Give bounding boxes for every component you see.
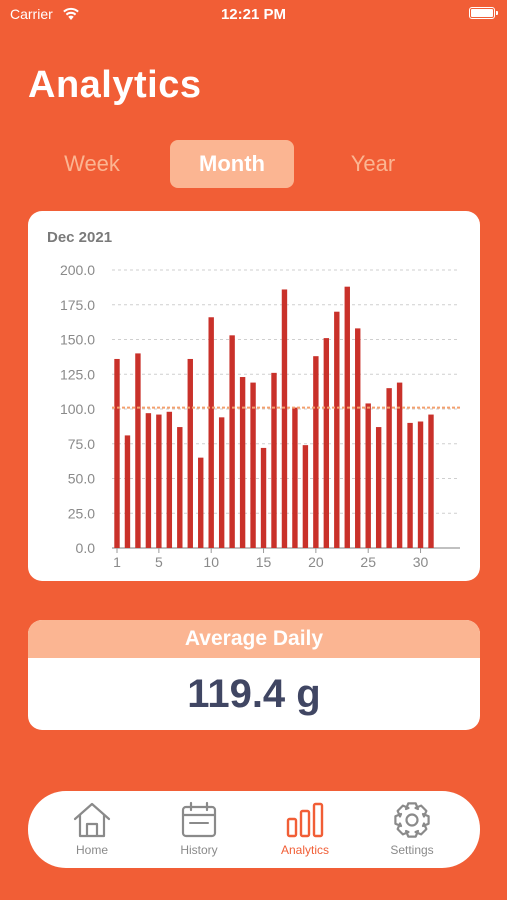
carrier-label: Carrier (10, 6, 53, 22)
x-tick-label: 25 (360, 554, 376, 570)
gear-icon (394, 802, 430, 838)
tab-analytics[interactable]: Analytics (255, 801, 355, 857)
x-tick-label: 15 (256, 554, 272, 570)
average-label: Average Daily (28, 620, 480, 658)
y-tick-label: 75.0 (68, 436, 95, 452)
wifi-icon (63, 7, 79, 20)
tab-analytics-label: Analytics (280, 843, 330, 857)
bar-day-28 (396, 382, 403, 548)
y-tick-label: 25.0 (68, 505, 95, 521)
y-tick-label: 200.0 (60, 262, 95, 278)
bar-day-8 (187, 358, 193, 548)
bar-day-2 (124, 435, 131, 548)
home-icon (73, 802, 111, 838)
y-tick-label: 125.0 (60, 366, 95, 382)
average-value: 119.4 g (187, 672, 321, 716)
y-tick-label: 0.0 (76, 540, 96, 556)
bar-day-22 (334, 311, 340, 548)
bar-day-1 (114, 358, 120, 548)
bar-day-16 (271, 372, 277, 548)
y-tick-label: 175.0 (60, 297, 95, 313)
tab-history-label: History (180, 843, 218, 857)
page-title: Analytics (28, 64, 202, 106)
bar-day-25 (365, 403, 371, 548)
battery-icon (469, 7, 498, 19)
bar-day-30 (417, 421, 424, 548)
y-tick-label: 150.0 (60, 332, 95, 348)
tab-settings[interactable]: Settings (362, 801, 462, 857)
x-tick-label: 10 (203, 554, 219, 570)
bar-day-24 (355, 328, 361, 548)
bar-day-18 (292, 407, 298, 548)
bar-day-4 (145, 413, 152, 548)
bar-day-11 (218, 417, 225, 548)
bar-day-19 (302, 445, 309, 548)
tab-history[interactable]: History (149, 801, 249, 857)
bar-day-20 (313, 356, 319, 548)
calendar-icon (181, 801, 217, 838)
bar-day-21 (323, 338, 330, 548)
x-tick-label: 30 (413, 554, 429, 570)
bar-chart: 0.0 25.0 50.0 75.0 100.0 125.0 150.0 175.0 200.0… (60, 262, 460, 570)
x-tick-label: 1 (113, 554, 121, 570)
bar-day-7 (177, 427, 183, 548)
chart-card: Dec 2021 0.0 25.0 50.0 75.0 100.0 125.0 150.0 1… (28, 211, 480, 581)
chart-title: Dec 2021 (47, 229, 113, 246)
period-selector: Week Month Year (30, 140, 478, 190)
x-tick-label: 20 (308, 554, 324, 570)
tab-month[interactable]: Month (170, 140, 294, 188)
average-card: Average Daily 119.4 g (28, 620, 480, 730)
bar-day-14 (250, 382, 256, 548)
bar-day-29 (407, 422, 413, 548)
bar-day-27 (386, 388, 392, 548)
bar-day-15 (260, 447, 267, 548)
bar-day-10 (208, 317, 214, 548)
bar-day-17 (281, 289, 288, 548)
status-bar: Carrier 12:21 PM (0, 0, 507, 30)
tab-bar: Home History Analytics Settings (28, 791, 480, 868)
bar-day-3 (135, 353, 141, 548)
bar-day-23 (344, 286, 350, 548)
y-tick-label: 50.0 (68, 471, 95, 487)
bar-day-31 (428, 414, 434, 548)
tab-home[interactable]: Home (42, 801, 142, 857)
bar-day-12 (229, 335, 235, 548)
y-tick-label: 100.0 (60, 401, 95, 417)
bar-day-9 (198, 457, 204, 548)
tab-settings-label: Settings (390, 843, 434, 857)
status-time: 12:21 PM (220, 6, 287, 23)
x-tick-label: 5 (155, 554, 163, 570)
bar-day-13 (239, 377, 246, 548)
tab-year[interactable]: Year (350, 151, 396, 176)
tab-week[interactable]: Week (64, 151, 120, 176)
bar-day-5 (156, 414, 162, 548)
bar-day-26 (375, 427, 382, 548)
bar-chart-icon (286, 802, 324, 838)
bar-day-6 (166, 411, 173, 548)
tab-home-label: Home (75, 843, 108, 857)
